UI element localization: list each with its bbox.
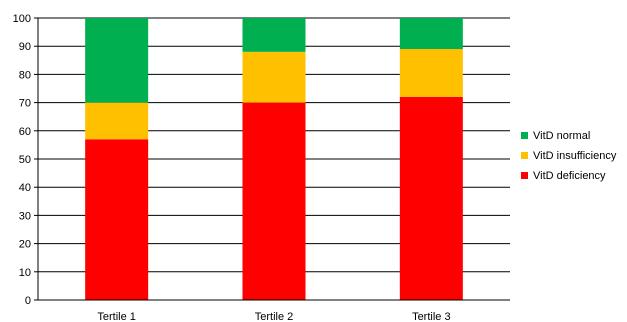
bar-segment-vitd-insufficiency-1 bbox=[85, 102, 149, 140]
legend: VitD normal VitD insufficiency VitD defici… bbox=[521, 130, 617, 182]
bars bbox=[85, 18, 463, 301]
legend-swatch-vitd-insufficiency bbox=[521, 152, 528, 159]
y-tick-label: 100 bbox=[13, 13, 31, 25]
y-tick-label: 80 bbox=[19, 69, 31, 81]
x-category-label: Tertile 1 bbox=[97, 311, 136, 322]
bar-segment-vitd-insufficiency-2 bbox=[242, 51, 306, 103]
legend-label: VitD deficiency bbox=[533, 170, 606, 182]
bar-segment-vitd-deficiency-2 bbox=[242, 102, 306, 300]
y-tick-label: 90 bbox=[19, 41, 31, 53]
x-axis-category-labels: Tertile 1 Tertile 2 Tertile 3 bbox=[97, 311, 450, 322]
y-tick-label: 60 bbox=[19, 126, 31, 138]
y-tick-label: 10 bbox=[19, 267, 31, 279]
y-tick-label: 50 bbox=[19, 154, 31, 166]
legend-label: VitD normal bbox=[533, 130, 590, 142]
bar-segment-vitd-deficiency-3 bbox=[399, 96, 463, 301]
bar-segment-vitd-normal-1 bbox=[85, 18, 149, 103]
legend-label: VitD insufficiency bbox=[533, 150, 617, 162]
y-tick-label: 40 bbox=[19, 182, 31, 194]
y-tick-label: 20 bbox=[19, 239, 31, 251]
legend-swatch-vitd-normal bbox=[521, 132, 528, 139]
y-tick-label: 30 bbox=[19, 210, 31, 222]
bar-segment-vitd-deficiency-1 bbox=[85, 139, 149, 300]
bar-segment-vitd-normal-3 bbox=[399, 18, 463, 50]
bar-segment-vitd-normal-2 bbox=[242, 18, 306, 52]
bar-segment-vitd-insufficiency-3 bbox=[399, 49, 463, 97]
x-category-label: Tertile 3 bbox=[412, 311, 451, 322]
y-tick-label: 70 bbox=[19, 98, 31, 110]
y-tick-label: 0 bbox=[25, 295, 31, 307]
x-category-label: Tertile 2 bbox=[255, 311, 294, 322]
axes bbox=[37, 18, 510, 301]
y-axis-tick-labels: 0 10 20 30 40 50 60 70 80 90 100 bbox=[13, 13, 31, 307]
legend-swatch-vitd-deficiency bbox=[521, 172, 528, 179]
